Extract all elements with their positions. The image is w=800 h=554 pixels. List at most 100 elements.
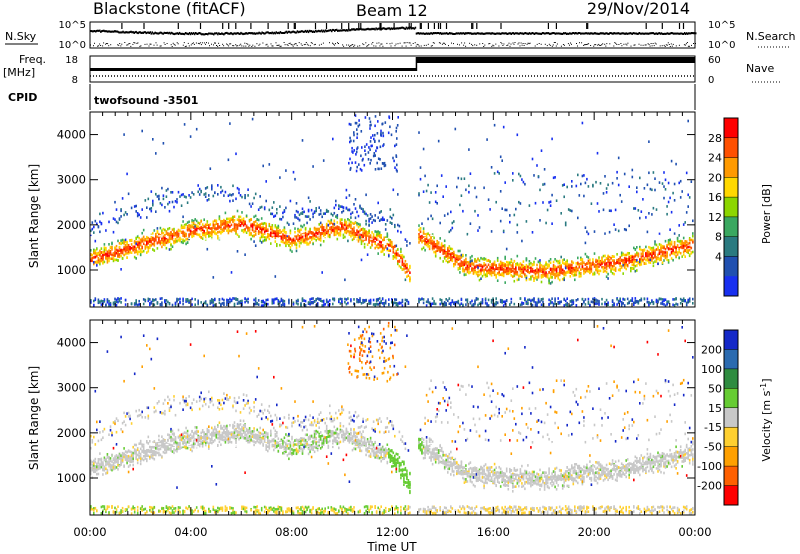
nsky-point — [284, 31, 287, 34]
nsearch-point — [616, 44, 618, 45]
echo-cell — [483, 186, 485, 190]
echo-cell — [378, 301, 381, 305]
echo-cell — [96, 254, 98, 258]
echo-cell — [333, 230, 336, 233]
echo-cell — [581, 258, 584, 261]
nsky-point — [586, 32, 588, 35]
echo-cell — [335, 230, 337, 233]
echo-cell — [463, 263, 466, 267]
echo-cell — [620, 200, 623, 203]
echo-cell — [421, 222, 423, 225]
echo-cell — [99, 260, 101, 263]
echo-cell — [109, 249, 112, 253]
echo-cell — [628, 261, 630, 264]
echo-cell — [409, 279, 411, 283]
echo-cell — [256, 218, 258, 221]
echo-cell — [214, 219, 216, 222]
echo-cell — [146, 251, 148, 254]
echo-cell — [378, 234, 381, 238]
echo-cell — [466, 261, 469, 264]
nsearch-point — [423, 44, 425, 46]
echo-cell — [124, 240, 127, 244]
echo-cell — [552, 176, 555, 180]
nsky-point — [104, 30, 106, 33]
echo-cell — [481, 257, 484, 261]
echo-cell — [271, 226, 274, 230]
echo-cell — [463, 177, 466, 180]
echo-cell — [304, 215, 307, 218]
echo-cell — [530, 277, 532, 281]
echo-cell — [130, 243, 133, 246]
echo-cell — [90, 252, 92, 256]
echo-cell — [142, 235, 145, 238]
echo-cell — [170, 232, 172, 235]
echo-cell — [179, 238, 181, 242]
echo-cell — [316, 237, 319, 240]
echo-cell — [121, 238, 124, 242]
echo-cell — [374, 219, 376, 223]
nsky-point — [669, 32, 672, 35]
echo-cell — [129, 250, 131, 253]
nsky-point — [452, 32, 454, 35]
echo-cell — [480, 272, 482, 275]
echo-cell — [605, 298, 608, 302]
echo-cell — [400, 256, 402, 259]
nsky-point — [441, 32, 444, 35]
echo-cell — [548, 298, 550, 302]
echo-cell — [325, 298, 328, 302]
echo-cell — [459, 271, 461, 274]
nsearch-point — [233, 45, 235, 47]
echo-cell — [356, 300, 358, 304]
echo-cell — [94, 239, 97, 243]
echo-cell — [466, 267, 469, 271]
echo-cell — [183, 223, 186, 227]
echo-cell — [254, 302, 257, 306]
echo-cell — [625, 257, 627, 261]
nsearch-point — [342, 44, 344, 46]
echo-cell — [108, 256, 110, 260]
echo-cell — [295, 242, 298, 245]
nsky-point — [440, 32, 443, 35]
nsearch-point — [510, 43, 512, 45]
echo-cell — [431, 217, 434, 221]
nsearch-point — [403, 42, 405, 44]
echo-cell — [156, 195, 159, 198]
echo-cell — [456, 185, 458, 189]
echo-cell — [162, 194, 165, 197]
echo-cell — [315, 209, 317, 213]
echo-cell — [521, 178, 523, 181]
nsearch-point — [107, 43, 109, 45]
echo-cell — [177, 238, 180, 241]
echo-cell — [574, 272, 576, 275]
nsky-point — [197, 32, 200, 35]
echo-cell — [602, 270, 605, 273]
echo-cell — [97, 252, 100, 256]
echo-cell — [611, 255, 614, 259]
echo-cell — [533, 300, 535, 303]
echo-cell — [459, 255, 461, 258]
echo-cell — [109, 303, 112, 306]
echo-cell — [341, 301, 343, 304]
nsearch-point — [538, 43, 540, 44]
echo-cell — [620, 301, 623, 304]
echo-cell — [221, 297, 224, 301]
nsearch-point — [280, 45, 282, 47]
echo-cell — [566, 185, 568, 189]
nsearch-point — [256, 43, 258, 45]
nsearch-point — [230, 43, 232, 45]
echo-cell — [285, 206, 287, 210]
echo-cell — [359, 206, 361, 209]
nsearch-point — [363, 44, 365, 46]
nsearch-point — [389, 43, 391, 45]
nsearch-point — [474, 44, 476, 46]
echo-cell — [434, 254, 437, 258]
echo-cell — [153, 229, 156, 232]
echo-cell — [505, 299, 508, 303]
echo-cell — [192, 221, 195, 225]
echo-cell — [111, 257, 113, 260]
echo-cell — [149, 298, 151, 301]
nsky-point — [592, 32, 594, 35]
echo-cell — [315, 235, 317, 238]
nsearch-point — [334, 44, 335, 46]
nsky-point — [382, 27, 384, 30]
